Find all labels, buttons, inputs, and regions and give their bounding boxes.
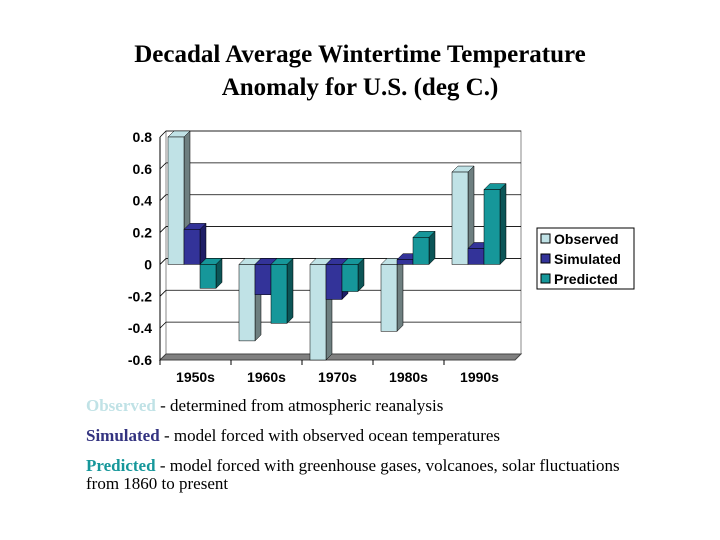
x-tick-label: 1950s <box>176 369 215 385</box>
x-tick-label: 1990s <box>460 369 499 385</box>
bar-front <box>183 229 201 265</box>
gridline-depth <box>159 130 167 138</box>
note-label: Observed <box>86 396 156 415</box>
note-label: Predicted <box>86 456 156 475</box>
bar-front <box>199 264 217 289</box>
bar-front <box>325 264 343 300</box>
bar-predicted <box>199 257 223 289</box>
y-tick-label: 0.8 <box>133 129 153 145</box>
bar-observed <box>380 257 404 332</box>
floor <box>158 353 523 361</box>
bar-predicted <box>483 182 507 266</box>
bar-front <box>467 248 485 265</box>
gridline-depth <box>159 321 167 329</box>
gridline-depth <box>159 290 167 297</box>
bar-side <box>286 257 294 324</box>
legend-label: Predicted <box>554 271 618 287</box>
bar-observed <box>451 165 475 266</box>
bar-predicted <box>270 257 294 324</box>
bar-side <box>396 257 404 332</box>
legend-label: Simulated <box>554 251 621 267</box>
bar-front <box>483 189 501 265</box>
bar-front <box>412 237 430 265</box>
title-line-1: Decadal Average Wintertime Temperature <box>134 41 586 68</box>
y-tick-label: 0.4 <box>133 193 153 209</box>
y-tick-label: -0.6 <box>128 352 152 368</box>
legend-swatch <box>540 253 551 264</box>
legend-swatch <box>540 233 551 244</box>
bar-front <box>270 264 288 324</box>
bar-chart: 0.8 0.6 0.4 0.2 0 -0.2 -0.4 -0.6 1950s 1960s 1970s… <box>128 129 635 385</box>
note-simulated: Simulated - model forced with observed o… <box>86 427 646 445</box>
bar-front <box>396 259 414 265</box>
bar-side <box>499 182 507 266</box>
bar-front <box>254 264 272 295</box>
gridline-depth <box>159 162 167 170</box>
gridline-depth <box>159 226 167 233</box>
bar-simulated <box>183 222 207 266</box>
note-text: - model forced with observed ocean tempe… <box>159 426 501 445</box>
bar-predicted <box>341 257 365 293</box>
note-label: Simulated <box>86 426 160 445</box>
legend: Observed Simulated Predicted <box>536 227 635 290</box>
bar-front <box>238 264 256 342</box>
y-tick-label: 0 <box>144 256 152 272</box>
note-text: - model forced with greenhouse gases, vo… <box>86 456 620 493</box>
bar-predicted <box>412 230 436 266</box>
x-tick-label: 1970s <box>318 369 357 385</box>
x-tick-label: 1980s <box>389 369 428 385</box>
bar-front <box>451 171 469 265</box>
gridline-depth <box>159 258 167 265</box>
y-tick-label: 0.2 <box>133 225 153 241</box>
bar-side <box>199 222 207 266</box>
chart-title: Decadal Average Wintertime Temperature A… <box>0 38 720 104</box>
bar-front <box>380 264 398 332</box>
title-line-2: Anomaly for U.S. (deg C.) <box>221 74 499 101</box>
bar-front <box>167 136 185 265</box>
x-tick-label: 1960s <box>247 369 286 385</box>
legend-swatch <box>540 273 551 284</box>
bar-front <box>341 264 359 292</box>
legend-label: Observed <box>554 231 619 247</box>
note-observed: Observed - determined from atmospheric r… <box>86 397 646 415</box>
y-tick-label: -0.4 <box>128 320 152 336</box>
note-predicted: Predicted - model forced with greenhouse… <box>86 457 646 493</box>
bar-front <box>309 264 327 361</box>
note-text: - determined from atmospheric reanalysis <box>155 396 444 415</box>
legend-box <box>536 227 635 290</box>
gridline-depth <box>159 194 167 201</box>
y-tick-label: -0.2 <box>128 288 152 304</box>
y-tick-label: 0.6 <box>133 161 153 177</box>
